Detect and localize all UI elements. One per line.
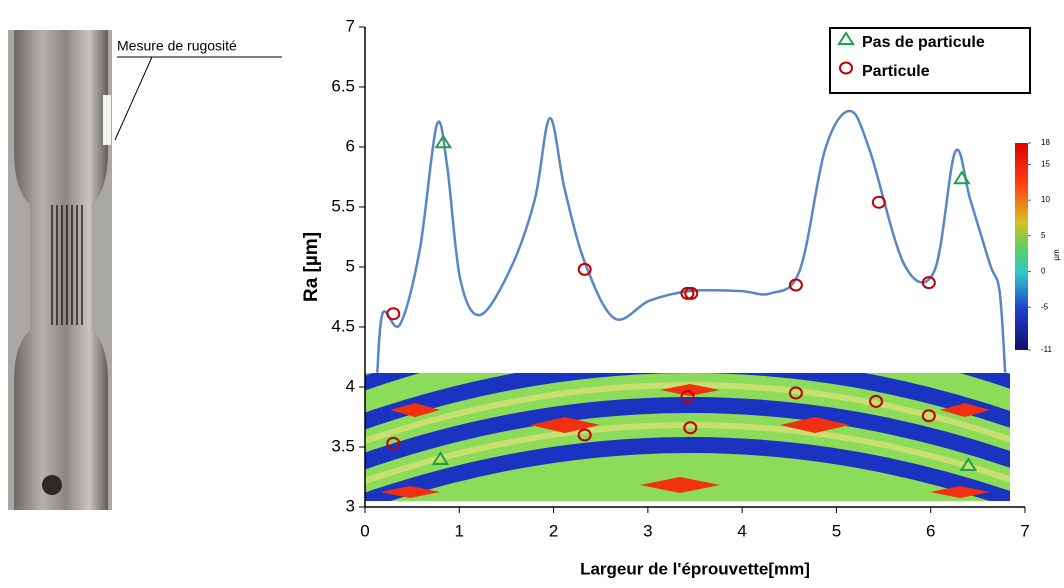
triangle-marker [959,457,978,471]
legend-label: Pas de particule [862,34,985,51]
x-tick-label: 3 [643,521,652,540]
heatmap-image [365,373,1010,501]
x-tick-label: 4 [737,521,746,540]
y-tick-label: 4 [346,376,355,395]
legend-label: Particule [862,63,930,80]
y-tick-label: 5 [346,256,355,275]
x-tick-label: 7 [1020,521,1029,540]
legend-marker [839,61,853,75]
circle-marker [577,428,592,442]
triangle-marker [431,451,450,465]
colorbar-tick-label: 10 [1041,195,1050,204]
x-tick-label: 5 [832,521,841,540]
circle-marker [788,278,803,292]
profile-line [376,109,1007,373]
triangle-marker [434,134,453,149]
y-tick-label: 4.5 [331,316,355,335]
y-axis-title: Ra [µm] [301,232,322,302]
colorbar-tick-label: 18 [1041,138,1050,147]
y-tick-label: 5.5 [331,196,355,215]
colorbar [1015,143,1028,350]
circle-marker [680,390,695,404]
circle-marker [788,386,803,400]
colorbar-tick-label: 5 [1041,231,1046,240]
colorbar-tick-label: -11 [1041,345,1053,354]
x-tick-label: 6 [926,521,935,540]
circle-marker [871,195,886,209]
legend-box [829,27,1031,94]
legend-marker [837,31,855,45]
x-tick-label: 2 [549,521,558,540]
specimen-photo [8,30,112,510]
y-tick-label: 6.5 [331,76,355,95]
circle-marker [386,307,401,321]
y-tick-label: 3 [346,496,355,515]
y-tick-label: 7 [346,16,355,35]
colorbar-tick-label: 0 [1041,267,1046,276]
circle-marker [684,286,699,300]
circle-marker [683,421,698,435]
circle-marker [869,394,884,408]
x-axis-title: Largeur de l'éprouvette[mm] [580,559,810,578]
x-tick-label: 0 [360,521,369,540]
circle-marker [921,276,936,290]
circle-marker [680,286,695,300]
x-tick-label: 1 [455,521,464,540]
colorbar-label: µm [1052,249,1061,261]
circle-marker [386,436,401,450]
circle-marker [921,409,936,423]
colorbar-tick-label: 15 [1041,160,1050,169]
triangle-marker [953,170,971,185]
y-tick-label: 3.5 [331,436,355,455]
y-tick-label: 6 [346,136,355,155]
circle-marker [577,262,592,276]
colorbar-tick-label: -5 [1041,302,1049,311]
annotation: Mesure de rugosité [117,38,237,54]
